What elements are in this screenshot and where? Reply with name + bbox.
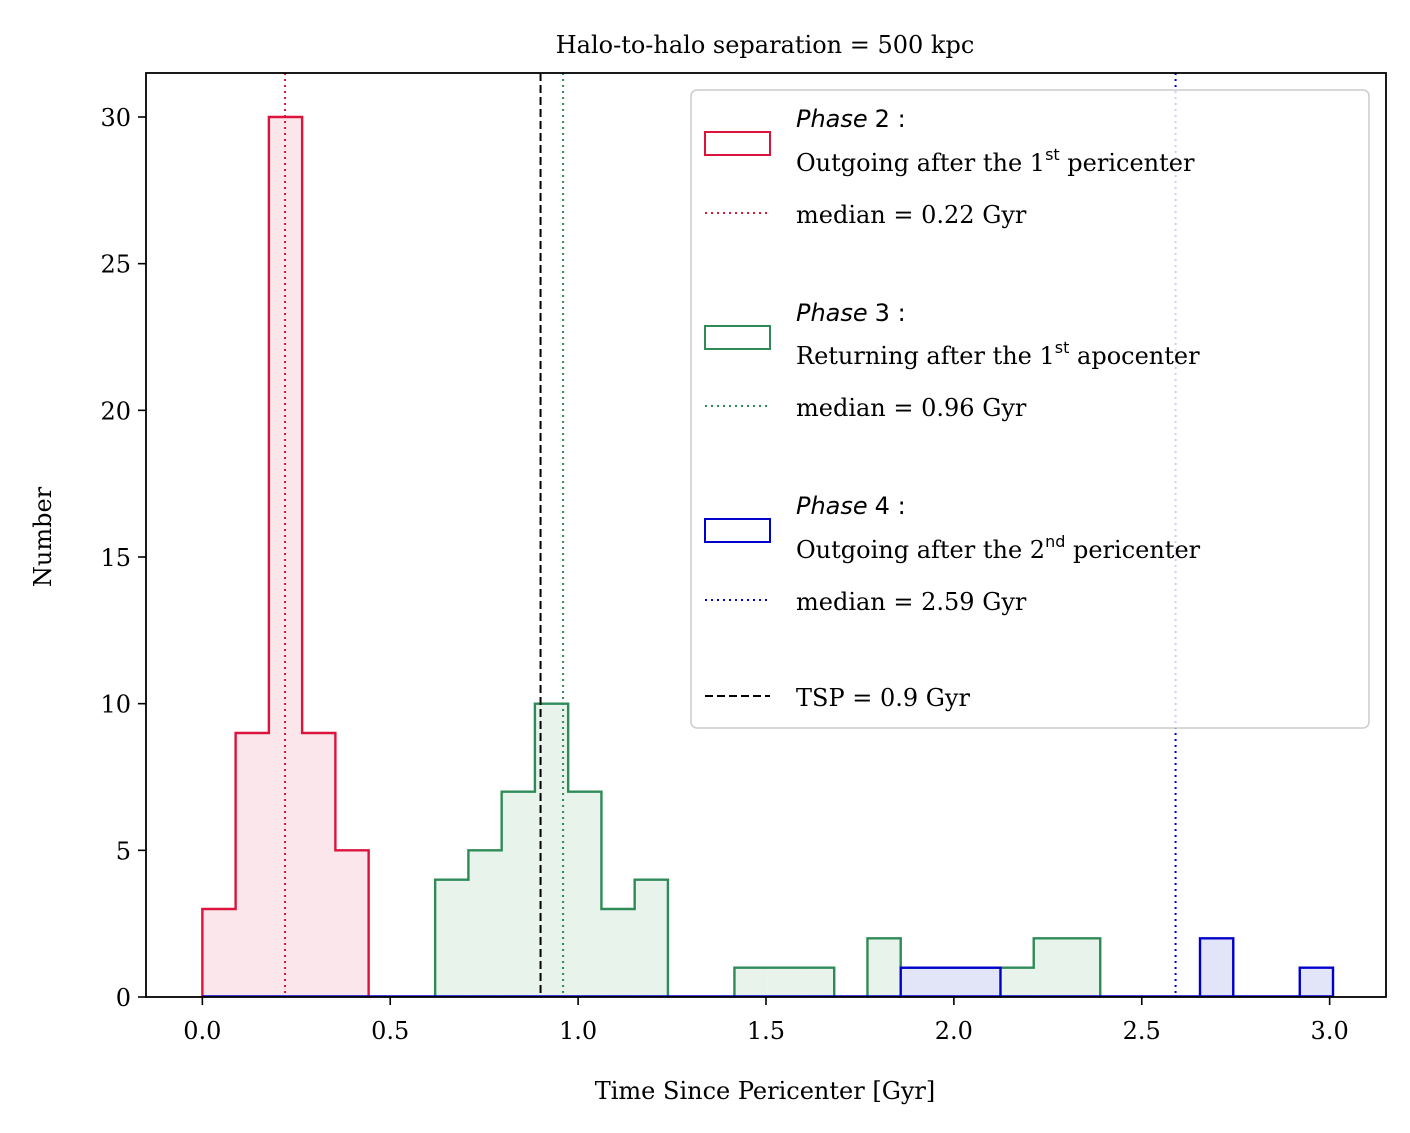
bar-phase-4-bin-33 — [1299, 967, 1334, 997]
legend-median-phase-4: median = 2.59 Gyr — [796, 588, 1027, 616]
x-tick-label: 0.0 — [183, 1017, 221, 1045]
legend-phase-2-number: 2 : — [875, 105, 906, 133]
bar-phase-2-bin-1 — [235, 733, 269, 997]
x-tick-label: 1.0 — [559, 1017, 597, 1045]
y-axis-label: Number — [29, 486, 57, 587]
bar-phase-3-bin-12 — [601, 909, 635, 997]
x-axis-ticks: 0.0 0.5 1.0 1.5 2.0 2.5 3.0 — [183, 997, 1349, 1045]
legend-phase-3-number: 3 : — [875, 299, 906, 327]
legend-phase-4-number: 4 : — [875, 492, 906, 520]
x-tick-label: 3.0 — [1311, 1017, 1349, 1045]
legend-swatch-phase-3 — [704, 325, 771, 350]
bar-phase-4-bin-22 — [933, 967, 968, 997]
legend-swatch-phase-4 — [704, 518, 771, 543]
legend-phase-2-sup: st — [1045, 145, 1060, 164]
y-tick-label: 30 — [100, 104, 131, 132]
histogram-bars — [202, 117, 1334, 997]
legend-median-phase-2: median = 0.22 Gyr — [796, 201, 1027, 229]
legend-median-phase-3: median = 0.96 Gyr — [796, 394, 1027, 422]
histogram-outlines — [201, 115, 1335, 997]
legend-phase-3-desc-pre: Returning after the 1 — [796, 342, 1055, 370]
x-tick-label: 2.0 — [935, 1017, 973, 1045]
legend-phase-2-italic: Phase — [796, 105, 868, 133]
bar-phase-2-bin-4 — [335, 850, 369, 997]
legend-phase-4-sup: nd — [1045, 532, 1065, 551]
legend-phase-3-desc-post: apocenter — [1069, 342, 1200, 370]
y-tick-label: 15 — [100, 544, 131, 572]
x-tick-label: 0.5 — [371, 1017, 409, 1045]
y-tick-label: 10 — [100, 691, 131, 719]
legend-phase-4-italic: Phase — [796, 492, 868, 520]
chart-title: Halo-to-halo separation = 500 kpc — [556, 31, 975, 59]
bar-phase-3-bin-13 — [634, 879, 668, 997]
bar-phase-3-bin-25 — [1033, 938, 1067, 997]
x-axis-label: Time Since Pericenter [Gyr] — [595, 1077, 936, 1105]
x-tick-label: 1.5 — [747, 1017, 785, 1045]
legend-phase-3-description: Returning after the 1st apocenter — [796, 338, 1200, 370]
bar-phase-3-bin-26 — [1066, 938, 1101, 997]
y-tick-label: 20 — [100, 397, 131, 425]
bar-phase-3-bin-24 — [1000, 967, 1034, 997]
y-axis-ticks: 0 5 10 15 20 25 30 — [100, 104, 146, 1012]
bar-phase-4-bin-23 — [967, 967, 1001, 997]
legend-phase-2-desc-post: pericenter — [1060, 149, 1195, 177]
bar-phase-4-bin-30 — [1200, 938, 1234, 997]
outline-phase-4 — [899, 937, 1335, 997]
legend-phase-4-desc-pre: Outgoing after the 2 — [796, 536, 1045, 564]
bar-phase-3-bin-8 — [468, 850, 502, 997]
legend-phase-3-italic: Phase — [796, 299, 868, 327]
legend-phase-3-sup: st — [1055, 338, 1070, 357]
bar-phase-3-bin-11 — [568, 791, 602, 997]
y-tick-label: 5 — [116, 837, 131, 865]
bar-phase-3-bin-16 — [734, 967, 768, 997]
bar-phase-3-bin-9 — [501, 791, 535, 997]
legend-phase-2-desc-pre: Outgoing after the 1 — [796, 149, 1045, 177]
legend-phase-4-description: Outgoing after the 2nd pericenter — [796, 532, 1201, 564]
bar-phase-2-bin-2 — [268, 117, 303, 997]
bar-phase-3-bin-18 — [800, 967, 835, 997]
legend: Phase 2 : Outgoing after the 1st pericent… — [690, 89, 1370, 729]
bar-phase-2-bin-3 — [302, 733, 336, 997]
bar-phase-3-bin-20 — [867, 938, 901, 997]
legend-phase-4-desc-post: pericenter — [1065, 536, 1200, 564]
legend-phase-4-heading: Phase 4 : — [796, 492, 906, 520]
legend-swatch-phase-2 — [704, 131, 771, 156]
bar-phase-2-bin-0 — [202, 909, 236, 997]
x-tick-label: 2.5 — [1123, 1017, 1161, 1045]
bar-phase-4-bin-21 — [900, 967, 934, 997]
legend-tsp-label: TSP = 0.9 Gyr — [796, 684, 970, 712]
y-tick-label: 0 — [116, 984, 131, 1012]
bar-phase-3-bin-17 — [767, 967, 801, 997]
y-tick-label: 25 — [100, 251, 131, 279]
legend-frame — [690, 89, 1370, 729]
bar-phase-3-bin-7 — [435, 879, 469, 997]
legend-phase-2-heading: Phase 2 : — [796, 105, 906, 133]
legend-phase-2-description: Outgoing after the 1st pericenter — [796, 145, 1195, 177]
legend-phase-3-heading: Phase 3 : — [796, 299, 906, 327]
